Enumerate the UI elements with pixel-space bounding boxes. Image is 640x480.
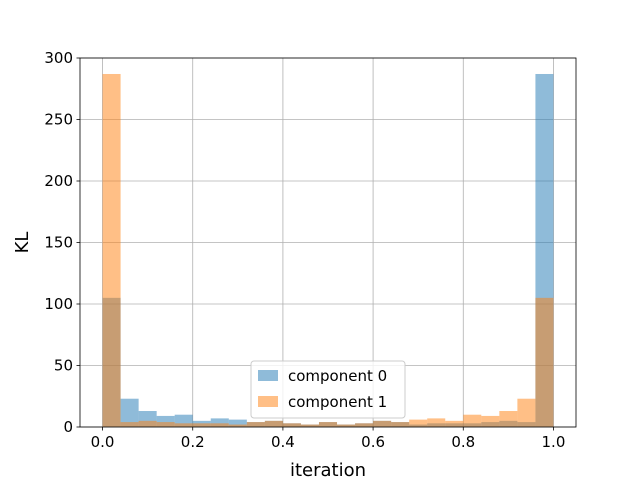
bar-component-1 <box>246 422 265 427</box>
bar-component-0 <box>228 419 247 427</box>
y-tick-label: 150 <box>44 234 73 252</box>
bar-component-1 <box>300 424 319 427</box>
y-axis-label: KL <box>12 232 33 254</box>
y-tick-label: 50 <box>54 357 73 375</box>
bar-component-1 <box>120 422 139 427</box>
x-tick-label: 0.8 <box>451 433 475 451</box>
y-tick-label: 200 <box>44 172 73 190</box>
bar-component-1 <box>102 73 121 428</box>
bar-component-1 <box>156 422 175 427</box>
bar-component-1 <box>337 424 356 427</box>
bar-component-1 <box>138 420 157 427</box>
x-tick-label: 0.4 <box>271 433 295 451</box>
bar-component-1 <box>174 423 193 427</box>
y-tick-label: 100 <box>44 295 73 313</box>
bar-component-1 <box>499 411 518 427</box>
bar-component-0 <box>120 398 139 427</box>
bar-component-0 <box>210 418 229 427</box>
legend-box <box>250 360 406 419</box>
bar-component-1 <box>318 422 338 427</box>
bar-component-1 <box>373 420 392 427</box>
legend-swatch-component-0 <box>258 370 278 381</box>
legend: component 0 component 1 <box>250 360 406 419</box>
bar-component-1 <box>355 423 374 427</box>
y-tick-label: 0 <box>63 418 73 436</box>
y-tick-label: 250 <box>44 111 73 129</box>
histogram-bars <box>102 73 554 428</box>
bar-component-1 <box>481 415 500 427</box>
bar-component-1 <box>445 420 464 427</box>
legend-label-component-0: component 0 <box>288 367 387 385</box>
bar-component-1 <box>409 419 428 427</box>
x-tick-label: 0.6 <box>361 433 385 451</box>
bar-component-1 <box>391 422 410 427</box>
bar-component-1 <box>463 414 482 427</box>
bar-component-1 <box>228 424 247 427</box>
bar-component-1 <box>264 420 283 427</box>
bar-component-1 <box>427 418 446 427</box>
legend-label-component-1: component 1 <box>288 393 387 411</box>
x-axis-label: iteration <box>290 460 366 480</box>
x-tick-label: 0.0 <box>91 433 115 451</box>
y-tick-label: 300 <box>44 49 73 67</box>
x-tick-label: 0.2 <box>181 433 205 451</box>
bar-component-1 <box>282 423 301 427</box>
bar-component-0 <box>156 415 175 427</box>
legend-swatch-component-1 <box>258 396 278 407</box>
axis-ticks: 0.0 0.2 0.4 0.6 0.8 1.0 0 50 100 150 200 250 300 <box>44 49 565 451</box>
bar-component-1 <box>517 398 536 427</box>
bar-component-1 <box>210 423 229 427</box>
x-tick-label: 1.0 <box>542 433 566 451</box>
bar-component-1 <box>535 297 554 427</box>
bar-component-1 <box>192 423 211 427</box>
